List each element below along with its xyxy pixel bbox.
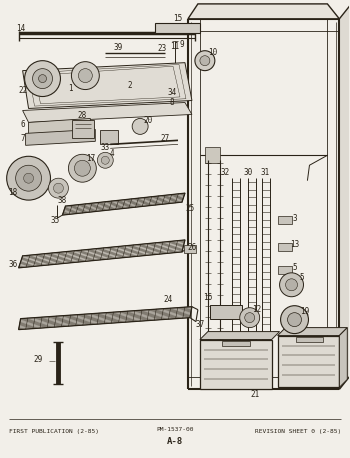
Polygon shape	[23, 103, 192, 122]
Text: 13: 13	[290, 240, 299, 250]
Text: 17: 17	[86, 154, 95, 163]
Circle shape	[38, 75, 47, 82]
Text: 21: 21	[250, 390, 259, 399]
Polygon shape	[200, 339, 272, 389]
Text: 18: 18	[8, 188, 17, 196]
Circle shape	[286, 279, 298, 291]
Circle shape	[280, 273, 303, 297]
Bar	[210, 305, 242, 319]
Bar	[184, 245, 196, 253]
Polygon shape	[26, 130, 95, 145]
Text: 34: 34	[167, 88, 177, 97]
Text: 9: 9	[180, 40, 184, 49]
Text: 4: 4	[110, 149, 114, 158]
Circle shape	[23, 173, 34, 183]
Circle shape	[78, 69, 92, 82]
Text: 2: 2	[128, 81, 133, 90]
Text: 11: 11	[170, 42, 180, 51]
Text: 5: 5	[292, 263, 297, 273]
Text: 26: 26	[187, 243, 197, 252]
Circle shape	[101, 156, 109, 164]
Circle shape	[16, 165, 42, 191]
Text: 30: 30	[243, 168, 252, 177]
Text: 27: 27	[160, 134, 170, 143]
Polygon shape	[188, 4, 340, 19]
Text: 5: 5	[299, 273, 304, 282]
Circle shape	[288, 313, 301, 327]
Text: 29: 29	[34, 355, 43, 364]
Text: 38: 38	[58, 196, 67, 205]
Text: FIRST PUBLICATION (2-85): FIRST PUBLICATION (2-85)	[9, 429, 99, 434]
Text: 16: 16	[203, 293, 212, 302]
Bar	[295, 337, 323, 342]
Circle shape	[68, 154, 96, 182]
Polygon shape	[19, 240, 185, 268]
Text: 10: 10	[208, 48, 217, 57]
Text: 32: 32	[220, 168, 230, 177]
Text: 31: 31	[260, 168, 269, 177]
Text: 28: 28	[78, 111, 87, 120]
Text: 1: 1	[68, 84, 73, 93]
Polygon shape	[340, 4, 350, 389]
Circle shape	[240, 308, 260, 327]
Text: PM-1537-00: PM-1537-00	[156, 427, 194, 432]
Text: A-8: A-8	[167, 436, 183, 446]
Circle shape	[49, 178, 68, 198]
Circle shape	[97, 153, 113, 168]
Bar	[278, 266, 292, 274]
Circle shape	[245, 313, 255, 322]
Bar	[72, 120, 94, 138]
Circle shape	[200, 56, 210, 65]
Text: 25: 25	[185, 204, 195, 213]
Text: 12: 12	[252, 305, 261, 314]
Text: 20: 20	[144, 116, 153, 125]
Circle shape	[195, 51, 215, 71]
Polygon shape	[278, 336, 340, 387]
Circle shape	[25, 60, 61, 97]
Text: 8: 8	[170, 98, 174, 107]
Text: 19: 19	[300, 307, 309, 316]
Text: 35: 35	[51, 216, 60, 224]
Circle shape	[75, 160, 90, 176]
Circle shape	[54, 183, 63, 193]
Polygon shape	[278, 327, 347, 336]
Circle shape	[281, 305, 308, 333]
Text: 7: 7	[20, 134, 25, 143]
Polygon shape	[23, 63, 192, 109]
Text: 24: 24	[163, 295, 173, 304]
Text: 22: 22	[18, 86, 27, 95]
Text: 36: 36	[8, 260, 17, 269]
Text: 6: 6	[20, 120, 25, 129]
Bar	[222, 341, 250, 345]
Polygon shape	[19, 307, 192, 330]
Bar	[205, 147, 220, 163]
Polygon shape	[340, 327, 347, 387]
Text: 15: 15	[173, 14, 183, 23]
Bar	[278, 243, 292, 251]
Text: 33: 33	[101, 143, 110, 152]
Circle shape	[33, 69, 52, 88]
Text: 39: 39	[114, 43, 123, 52]
Text: 3: 3	[292, 213, 297, 223]
Bar	[100, 131, 118, 144]
Polygon shape	[29, 119, 90, 134]
Circle shape	[7, 156, 50, 200]
Circle shape	[71, 62, 99, 90]
Text: 23: 23	[158, 44, 167, 53]
Text: 14: 14	[16, 24, 25, 33]
Bar	[278, 216, 292, 224]
Text: 37: 37	[195, 320, 204, 329]
Polygon shape	[62, 193, 185, 215]
Circle shape	[132, 119, 148, 134]
Bar	[155, 23, 200, 33]
Text: REVISION SHEET 0 (2-85): REVISION SHEET 0 (2-85)	[255, 429, 341, 434]
Polygon shape	[200, 332, 280, 339]
